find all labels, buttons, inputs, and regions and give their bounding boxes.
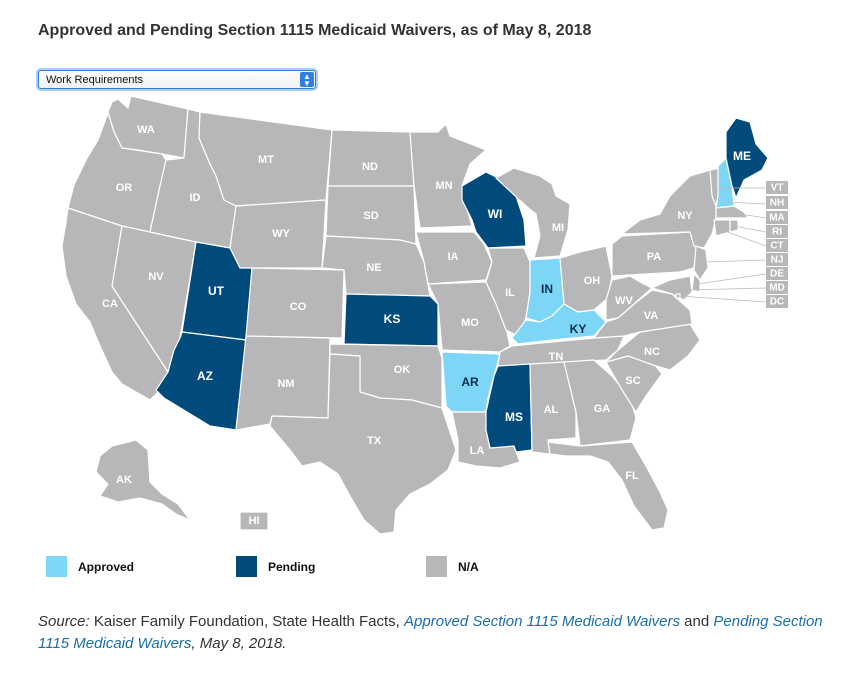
pending-waivers-link[interactable]: Pending Section 1115 Medicaid Waivers (38, 613, 823, 652)
us-map: VT NH MA RI CT NJ DE MD DC WA OR CA NV I… (61, 95, 788, 535)
label-OR: OR (116, 182, 133, 194)
state-KY[interactable] (511, 303, 607, 345)
label-box-MA[interactable] (766, 211, 788, 224)
label-box-NH[interactable] (766, 196, 788, 209)
legend-pending-swatch (236, 556, 257, 577)
state-MN[interactable] (409, 123, 487, 229)
state-HI[interactable] (239, 511, 269, 531)
state-MI[interactable] (495, 167, 571, 259)
label-NJ: NJ (771, 255, 784, 266)
label-DC: DC (770, 297, 784, 308)
state-CT[interactable] (713, 219, 731, 237)
label-AK: AK (116, 474, 132, 486)
label-ID: ID (190, 192, 201, 204)
label-MI: MI (552, 222, 564, 234)
state-NJ[interactable] (693, 245, 709, 281)
state-TX[interactable] (269, 353, 457, 535)
approved-waivers-link[interactable]: Approved Section 1115 Medicaid Waivers (404, 613, 680, 630)
label-TX: TX (367, 435, 382, 447)
label-DE: DE (770, 269, 784, 280)
label-MS: MS (505, 410, 523, 424)
state-ME[interactable] (725, 117, 769, 199)
label-IL: IL (505, 287, 515, 299)
state-DC[interactable] (675, 293, 681, 299)
label-NE: NE (366, 262, 381, 274)
label-box-MD[interactable] (766, 281, 788, 294)
source-note: Source: Kaiser Family Foundation, State … (38, 611, 838, 655)
state-KS[interactable] (343, 293, 439, 347)
label-OH: OH (584, 275, 601, 287)
label-HI: HI (249, 515, 260, 527)
label-CT: CT (770, 241, 783, 252)
label-OK: OK (394, 364, 411, 376)
state-FL[interactable] (547, 441, 669, 531)
label-TN: TN (549, 351, 564, 363)
label-PA: PA (647, 251, 662, 263)
label-LA: LA (470, 445, 485, 457)
source-label: Source: (38, 613, 90, 630)
label-CO: CO (290, 301, 307, 313)
label-MN: MN (435, 180, 452, 192)
source-text-3: , May 8, 2018. (191, 635, 287, 652)
waiver-type-dropdown[interactable]: Work Requirements ▲ ▼ (38, 70, 316, 89)
source-text-2: and (680, 613, 714, 630)
source-text-1: Kaiser Family Foundation, State Health F… (89, 613, 405, 630)
label-box-CT[interactable] (766, 239, 788, 252)
label-box-NJ[interactable] (766, 253, 788, 266)
dropdown-arrows-icon[interactable]: ▲ ▼ (300, 72, 314, 88)
label-MO: MO (461, 317, 479, 329)
label-ND: ND (362, 161, 378, 173)
label-NM: NM (277, 378, 294, 390)
label-WA: WA (137, 124, 155, 136)
label-WV: WV (615, 295, 633, 307)
label-GA: GA (594, 403, 611, 415)
legend-na-swatch (426, 556, 447, 577)
state-AK[interactable] (95, 439, 191, 521)
label-FL: FL (625, 470, 639, 482)
state-WY[interactable] (229, 199, 327, 269)
state-ND[interactable] (327, 129, 415, 187)
label-KS: KS (384, 312, 401, 326)
label-VA: VA (644, 310, 659, 322)
label-box-VT[interactable] (766, 181, 788, 194)
legend-approved-swatch (46, 556, 67, 577)
label-WY: WY (272, 228, 290, 240)
label-MD: MD (769, 283, 785, 294)
label-MA: MA (769, 213, 785, 224)
legend-approved-label: Approved (78, 560, 135, 574)
label-VT: VT (771, 183, 784, 194)
label-AL: AL (544, 404, 559, 416)
label-IN: IN (541, 282, 553, 296)
label-ME: ME (733, 149, 751, 163)
label-box-RI[interactable] (766, 225, 788, 238)
label-NH: NH (770, 198, 784, 209)
label-UT: UT (208, 284, 225, 298)
label-box-DC[interactable] (766, 295, 788, 308)
label-CA: CA (102, 298, 118, 310)
legend-pending-label: Pending (268, 560, 316, 574)
state-MD[interactable] (651, 275, 693, 301)
label-IA: IA (448, 251, 459, 263)
label-NV: NV (148, 271, 164, 283)
label-WI: WI (488, 207, 503, 221)
label-NC: NC (644, 346, 660, 358)
label-RI: RI (772, 227, 782, 238)
label-AZ: AZ (197, 369, 213, 383)
chart-title: Approved and Pending Section 1115 Medica… (38, 22, 592, 39)
state-GA[interactable] (563, 359, 637, 447)
label-AR: AR (461, 375, 479, 389)
label-MT: MT (258, 154, 274, 166)
label-box-DE[interactable] (766, 267, 788, 280)
label-KY: KY (570, 322, 587, 336)
state-CO[interactable] (245, 267, 345, 339)
legend-na-label: N/A (458, 560, 479, 574)
label-SC: SC (625, 375, 640, 387)
state-DE[interactable] (691, 273, 701, 293)
dropdown-selected-value: Work Requirements (46, 74, 143, 86)
label-SD: SD (363, 210, 378, 222)
label-NY: NY (677, 210, 693, 222)
state-MA[interactable] (715, 205, 749, 219)
